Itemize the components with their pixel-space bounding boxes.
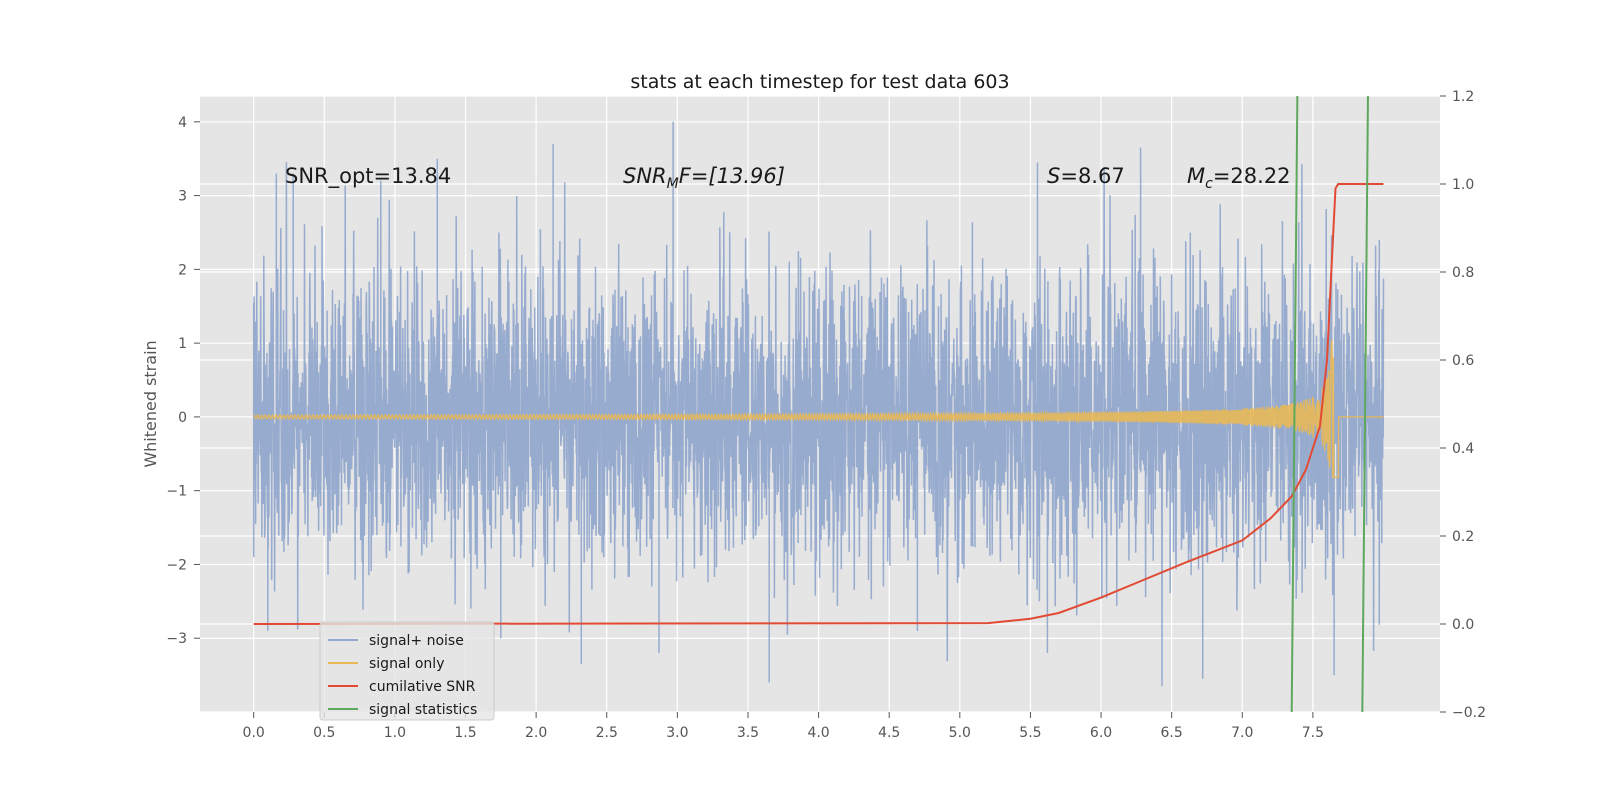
- y-tick-label: −1: [166, 484, 187, 500]
- legend-label-signal-statistics: signal statistics: [369, 702, 477, 718]
- x-tick-label: 7.0: [1231, 725, 1253, 741]
- chart-title: stats at each timestep for test data 603: [630, 71, 1009, 93]
- annotation-snr-mf: SNRMF=[13.96]: [623, 164, 785, 192]
- plot-series: [252, 95, 1385, 713]
- x-tick-label: 3.0: [666, 725, 688, 741]
- y-tick-label: 1: [178, 336, 187, 352]
- x-tick-label: 6.0: [1090, 725, 1112, 741]
- y-tick-label: 4: [178, 115, 187, 131]
- y-axis-label: Whitened strain: [141, 340, 160, 467]
- y-tick-label: 3: [178, 189, 187, 205]
- y2-tick-label: 0.6: [1452, 353, 1474, 369]
- x-tick-label: 1.5: [454, 725, 476, 741]
- x-tick-label: 5.5: [1019, 725, 1041, 741]
- y-tick-label: −3: [166, 631, 187, 647]
- x-tick-label: 0.5: [313, 725, 335, 741]
- legend-label-signal-only: signal only: [369, 656, 444, 672]
- x-tick-label: 7.5: [1302, 725, 1324, 741]
- y2-tick-label: 0.4: [1452, 441, 1474, 457]
- x-tick-label: 5.0: [949, 725, 971, 741]
- x-tick-label: 1.0: [384, 725, 406, 741]
- series-cumulative-snr: [253, 183, 1384, 625]
- ticks: 0.0 0.5 1.0 1.5 2.0 2.5 3.0 3.5 4.0 4.5 5.0 5.5 6.0 6…: [166, 89, 1486, 741]
- annotation-mc: Mc=28.22: [1187, 164, 1291, 192]
- annotation-s: S=8.67: [1047, 164, 1125, 188]
- y-tick-label: −2: [166, 557, 187, 573]
- x-tick-label: 2.0: [525, 725, 547, 741]
- annotation-snr-opt: SNR_opt=13.84: [285, 164, 451, 189]
- legend: signal+ noise signal only cumilative SNR…: [319, 621, 495, 721]
- x-tick-label: 4.0: [807, 725, 829, 741]
- series-signal-noise: [252, 121, 1385, 687]
- y2-tick-label: −0.2: [1452, 705, 1486, 721]
- y2-tick-label: 0.8: [1452, 265, 1474, 281]
- y2-tick-label: 1.0: [1452, 177, 1474, 193]
- legend-label-signal-noise: signal+ noise: [369, 633, 464, 649]
- x-tick-label: 2.5: [596, 725, 618, 741]
- series-signal-statistics-line: [1290, 95, 1299, 713]
- y2-tick-label: 1.2: [1452, 89, 1474, 105]
- x-tick-label: 3.5: [737, 725, 759, 741]
- y-tick-label: 0: [178, 410, 187, 426]
- x-tick-label: 6.5: [1161, 725, 1183, 741]
- legend-box: [319, 621, 495, 721]
- series-signal-only: [253, 339, 1384, 479]
- y-tick-label: 2: [178, 262, 187, 278]
- series-signal-statistics-line: [1361, 95, 1369, 713]
- legend-label-cumulative-snr: cumilative SNR: [369, 679, 476, 695]
- x-tick-label: 4.5: [878, 725, 900, 741]
- y2-tick-label: 0.2: [1452, 529, 1474, 545]
- x-tick-label: 0.0: [243, 725, 265, 741]
- y2-tick-label: 0.0: [1452, 617, 1474, 633]
